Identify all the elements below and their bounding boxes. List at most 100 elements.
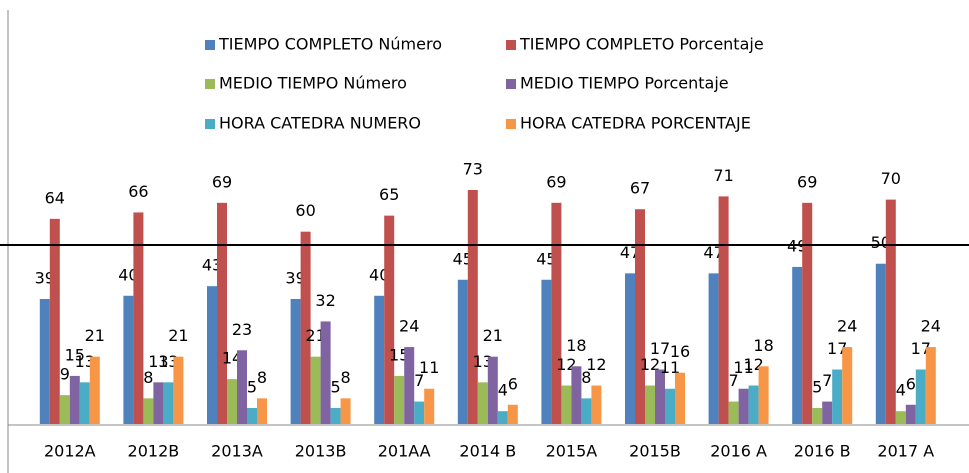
data-label: 67 <box>630 179 650 198</box>
legend-swatch <box>205 119 215 129</box>
bar <box>49 218 60 424</box>
data-label: 64 <box>45 188 65 207</box>
data-label: 18 <box>566 336 586 355</box>
bar <box>812 407 823 424</box>
bar <box>290 298 301 424</box>
data-label: 66 <box>128 182 148 201</box>
bar <box>330 407 341 424</box>
data-label: 7 <box>729 371 739 390</box>
bar <box>635 209 645 424</box>
data-label: 24 <box>921 317 941 336</box>
bar <box>69 375 80 424</box>
bar <box>802 202 813 424</box>
data-label: 12 <box>640 355 660 374</box>
data-label: 4 <box>498 381 508 400</box>
data-label: 5 <box>247 377 257 396</box>
bar <box>237 350 247 424</box>
bar <box>832 369 843 424</box>
data-label: 11 <box>733 358 753 377</box>
x-tick-label: 2016 B <box>794 442 851 461</box>
data-label: 21 <box>168 326 188 345</box>
bar <box>207 286 217 424</box>
data-label: 7 <box>414 371 424 390</box>
bar <box>153 382 164 424</box>
bar <box>895 411 906 424</box>
legend-swatch <box>205 40 215 50</box>
data-label: 65 <box>379 185 399 204</box>
plot: TIEMPO COMPLETO Número TIEMPO COMPLETO Po… <box>35 35 941 461</box>
bar <box>718 196 729 424</box>
x-tick-label: 2015A <box>546 442 598 461</box>
x-tick-label: 2013A <box>211 442 263 461</box>
bar <box>925 347 936 424</box>
data-label: 5 <box>331 377 341 396</box>
data-label: 69 <box>212 172 232 191</box>
data-label: 70 <box>881 169 901 188</box>
data-label: 24 <box>837 317 857 336</box>
bar <box>665 388 675 424</box>
bar <box>738 388 749 424</box>
bar <box>123 295 134 424</box>
bar <box>842 347 853 424</box>
bar <box>340 398 351 424</box>
bar <box>457 279 468 424</box>
x-tick-label: 2012A <box>44 442 96 461</box>
bar <box>748 385 759 424</box>
data-label: 21 <box>483 326 503 345</box>
data-label: 73 <box>463 160 483 179</box>
data-label: 8 <box>143 368 153 387</box>
bar <box>320 321 331 424</box>
bar <box>384 215 395 424</box>
bar <box>905 404 916 424</box>
bar <box>133 212 144 424</box>
legend-label: TIEMPO COMPLETO Porcentaje <box>519 35 764 54</box>
data-label: 18 <box>753 336 773 355</box>
bar <box>728 401 739 424</box>
bar <box>581 398 592 424</box>
data-label: 60 <box>295 201 315 220</box>
legend-label: MEDIO TIEMPO Porcentaje <box>520 74 729 93</box>
data-label: 15 <box>65 345 85 364</box>
bar <box>497 411 508 424</box>
data-label: 69 <box>546 172 566 191</box>
bar <box>915 369 926 424</box>
bar <box>645 385 655 424</box>
data-label: 13 <box>148 352 168 371</box>
bar <box>257 398 267 424</box>
legend-swatch <box>506 79 516 89</box>
data-label: 71 <box>713 166 733 185</box>
legend-label: TIEMPO COMPLETO Número <box>218 35 442 54</box>
x-tick-label: 2016 A <box>710 442 767 461</box>
data-label: 6 <box>508 374 518 393</box>
bar <box>143 398 154 424</box>
legend-swatch <box>205 79 215 89</box>
bar <box>394 375 405 424</box>
legend-swatch <box>506 119 516 129</box>
data-label: 23 <box>232 320 252 339</box>
legend-swatch <box>506 40 516 50</box>
bar <box>792 266 803 424</box>
x-tick-label: 2013B <box>295 442 347 461</box>
bar <box>163 382 174 424</box>
data-label: 17 <box>650 339 670 358</box>
data-label: 12 <box>586 355 606 374</box>
bar <box>487 356 498 424</box>
bar <box>173 356 184 424</box>
bar <box>822 401 833 424</box>
data-label: 11 <box>660 358 680 377</box>
bar <box>414 401 425 424</box>
data-label: 8 <box>257 368 267 387</box>
bar <box>404 347 415 424</box>
data-label: 8 <box>581 368 591 387</box>
bar <box>89 356 100 424</box>
bar <box>39 298 50 424</box>
x-tick-label: 2012B <box>128 442 180 461</box>
bar <box>655 369 665 424</box>
x-tick-label: 2015B <box>629 442 681 461</box>
bar <box>477 382 488 424</box>
bar <box>467 190 478 424</box>
data-label: 24 <box>399 317 419 336</box>
legend-label: HORA CATEDRA PORCENTAJE <box>520 114 751 133</box>
